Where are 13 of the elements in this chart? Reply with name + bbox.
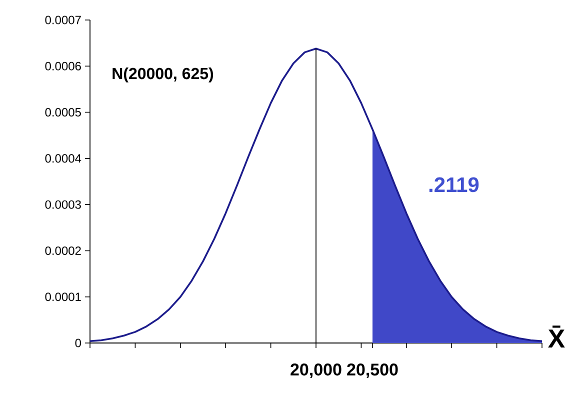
- y-tick-label: 0.0002: [45, 246, 81, 255]
- y-tick-label: 0.0006: [45, 62, 81, 70]
- x-tick-label: 20,500: [347, 364, 398, 378]
- y-tick-label: 0.0004: [45, 154, 82, 163]
- y-tick-label: 0.0007: [45, 16, 81, 24]
- y-tick-label: 0.0003: [45, 200, 81, 209]
- y-tick-label: 0.0001: [45, 292, 81, 302]
- y-tick-label: 0.0005: [45, 108, 81, 117]
- x-tick-label: 20,000: [290, 364, 342, 378]
- y-tick-label: 0: [75, 338, 82, 348]
- annotation: N(20000, 625): [112, 67, 214, 82]
- annotation: .2119: [429, 177, 479, 192]
- x-axis-title: X̄: [548, 326, 565, 348]
